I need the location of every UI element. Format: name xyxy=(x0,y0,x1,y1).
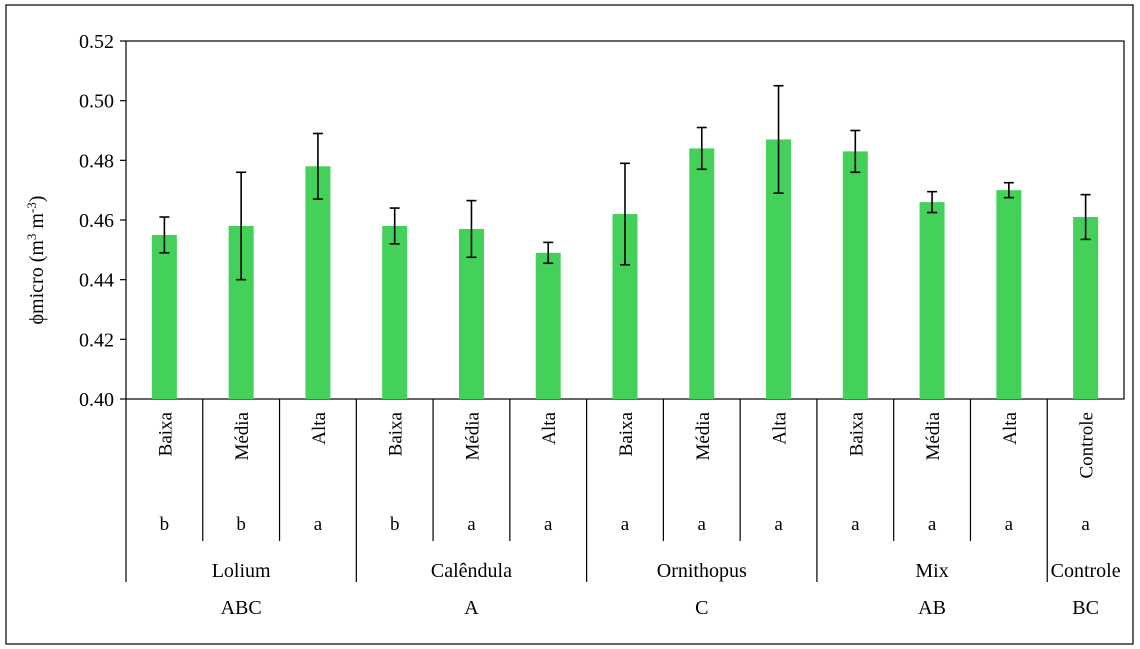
bar xyxy=(382,225,408,399)
x-category-label: Baixa xyxy=(846,411,867,456)
bar xyxy=(919,202,945,399)
group-letter: C xyxy=(695,597,708,619)
group-letter: A xyxy=(464,597,479,619)
bar xyxy=(1073,217,1099,399)
plot-area: 0.40 0.42 0.44 0.46 0.48 0.50 0.52 Baixa b Média b… xyxy=(79,31,1125,619)
group-label: Calêndula xyxy=(431,560,512,582)
group-letter: AB xyxy=(918,597,946,619)
group-label: Mix xyxy=(915,560,948,582)
significance-letter: b xyxy=(236,514,246,535)
y-tick-label: 0.48 xyxy=(79,150,114,172)
significance-letter: a xyxy=(621,514,630,535)
x-category-label: Média xyxy=(923,411,944,460)
significance-letter: a xyxy=(544,514,553,535)
significance-letter: a xyxy=(774,514,783,535)
x-category-label: Alta xyxy=(309,411,330,444)
y-tick-label: 0.42 xyxy=(79,329,114,351)
x-category-label: Alta xyxy=(1000,411,1021,444)
significance-letter: a xyxy=(851,514,860,535)
bar xyxy=(535,252,561,399)
x-category-label: Baixa xyxy=(616,411,637,456)
x-category-label: Média xyxy=(693,411,714,460)
significance-letter: b xyxy=(390,514,400,535)
x-category-label: Média xyxy=(232,411,253,460)
group-letter: BC xyxy=(1072,597,1099,619)
x-category-label: Alta xyxy=(770,411,791,444)
bar xyxy=(305,166,331,399)
significance-letter: a xyxy=(467,514,476,535)
group-letter: ABC xyxy=(221,597,262,619)
group-label: Controle xyxy=(1051,560,1121,582)
y-tick-label: 0.44 xyxy=(79,270,114,292)
group-label: Lolium xyxy=(212,560,271,582)
significance-letter: a xyxy=(1005,514,1014,535)
group-label: Ornithopus xyxy=(657,560,747,582)
x-category-label: Média xyxy=(462,411,483,460)
significance-letter: a xyxy=(698,514,707,535)
y-tick-label: 0.52 xyxy=(79,31,114,53)
y-axis-label: ϕmicro (m3 m-3) xyxy=(24,196,49,325)
x-category-label: Baixa xyxy=(155,411,176,456)
y-tick-label: 0.50 xyxy=(79,91,114,113)
x-category-label: Alta xyxy=(539,411,560,444)
y-tick-label: 0.40 xyxy=(79,389,114,411)
bar xyxy=(842,151,868,399)
significance-letter: a xyxy=(1081,514,1090,535)
y-tick-label: 0.46 xyxy=(79,210,114,232)
bar xyxy=(689,148,715,399)
significance-letter: a xyxy=(928,514,937,535)
x-category-label: Baixa xyxy=(386,411,407,456)
x-category-label: Controle xyxy=(1077,412,1098,479)
bar xyxy=(996,190,1022,399)
significance-letter: b xyxy=(160,514,170,535)
significance-letter: a xyxy=(314,514,323,535)
bar xyxy=(151,234,177,399)
chart-frame xyxy=(5,4,1134,645)
